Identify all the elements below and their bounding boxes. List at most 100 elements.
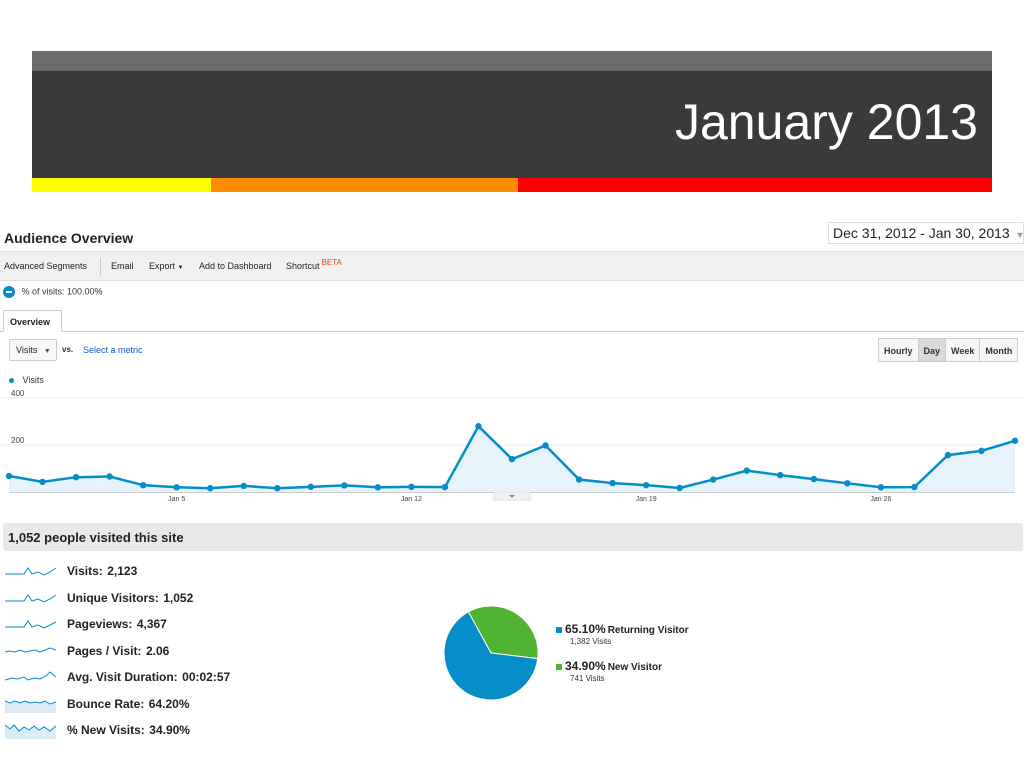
metric-select[interactable]: Visits ▼	[9, 339, 57, 361]
data-point[interactable]	[307, 483, 314, 491]
data-point[interactable]	[642, 481, 650, 489]
chevron-down-icon: ▼	[43, 348, 51, 355]
stat-label: Visits:	[67, 564, 103, 579]
day-button[interactable]: Day	[917, 338, 947, 362]
data-point[interactable]	[240, 482, 247, 490]
data-point[interactable]	[575, 476, 583, 483]
data-point[interactable]	[743, 467, 750, 474]
returning-count: 1,382 Visits	[570, 637, 612, 646]
date-range-picker[interactable]: Dec 31, 2012 - Jan 30, 2013 ▼	[828, 222, 1024, 244]
stats-list: Visits: 2,123 Unique Visitors: 1,052 Pagev…	[4, 558, 304, 744]
stat-label: Avg. Visit Duration:	[67, 670, 178, 685]
stat-row: Bounce Rate: 64.20%	[4, 691, 304, 718]
data-point[interactable]	[274, 485, 281, 492]
date-range-label: Dec 31, 2012 - Jan 30, 2013	[833, 225, 1010, 241]
stat-label: Pageviews:	[67, 617, 133, 632]
data-point[interactable]	[911, 483, 918, 491]
data-point[interactable]	[5, 472, 13, 480]
data-point[interactable]	[810, 475, 817, 483]
stat-value: 64.20%	[148, 696, 190, 711]
data-point[interactable]	[72, 473, 80, 481]
sparkline-icon	[5, 593, 57, 603]
data-point[interactable]	[139, 481, 147, 489]
stat-row: % New Visits: 34.90%	[4, 717, 304, 744]
data-point[interactable]	[710, 476, 717, 483]
data-point[interactable]	[676, 484, 683, 492]
pie-slice[interactable]	[467, 605, 539, 660]
y-tick-label: 200	[11, 436, 25, 445]
tab-overview[interactable]: Overview	[3, 310, 62, 332]
data-point[interactable]	[877, 484, 885, 491]
stat-label: Unique Visitors:	[67, 590, 159, 605]
data-point[interactable]	[475, 423, 482, 430]
stat-value: 2,123	[107, 564, 138, 579]
stat-value: 4,367	[136, 617, 167, 632]
data-point[interactable]	[1011, 437, 1019, 444]
chevron-down-icon: ▼	[1015, 230, 1024, 240]
week-button[interactable]: Week	[945, 338, 981, 362]
data-point[interactable]	[609, 479, 616, 487]
x-tick-label: Jan 19	[636, 496, 657, 503]
visitor-pie-chart[interactable]	[440, 604, 542, 706]
export-button[interactable]: Export ▼	[149, 261, 183, 271]
slide-title: January 2013	[674, 94, 978, 150]
stat-row: Visits: 2,123	[4, 558, 304, 585]
data-point[interactable]	[341, 482, 348, 489]
data-point[interactable]	[978, 447, 985, 455]
month-button[interactable]: Month	[979, 338, 1019, 362]
tab-divider	[0, 331, 1024, 332]
advanced-segments-button[interactable]: Advanced Segments	[4, 261, 88, 271]
legend-dot-icon	[9, 378, 14, 384]
report-toolbar: Advanced Segments Email Export ▼ Add to …	[0, 251, 1024, 281]
shortcut-label: Shortcut	[286, 261, 320, 271]
x-tick-label: Jan 5	[168, 496, 185, 503]
data-point[interactable]	[173, 484, 180, 491]
header-main-band	[32, 71, 992, 178]
new-label: New Visitor	[607, 662, 662, 673]
metric-select-value: Visits	[16, 345, 38, 355]
x-tick-label: Jan 12	[401, 496, 422, 503]
toolbar-divider	[100, 258, 101, 276]
hourly-button[interactable]: Hourly	[878, 338, 919, 362]
stat-row: Pageviews: 4,367	[4, 611, 304, 638]
data-point[interactable]	[39, 478, 46, 486]
data-point[interactable]	[944, 451, 952, 459]
vs-label: vs.	[62, 345, 74, 354]
email-button[interactable]: Email	[111, 261, 134, 271]
data-point[interactable]	[508, 455, 516, 463]
data-point[interactable]	[408, 483, 415, 491]
data-point[interactable]	[777, 471, 784, 479]
summary-heading: 1,052 people visited this site	[3, 523, 1023, 551]
add-to-dashboard-button[interactable]: Add to Dashboard	[199, 261, 272, 271]
data-point[interactable]	[441, 483, 449, 491]
stat-value: 2.06	[145, 643, 170, 658]
sparkline-icon	[4, 647, 57, 653]
pie-legend-new: 34.90% New Visitor 741 Visits	[556, 659, 662, 683]
legend-swatch-icon	[556, 627, 562, 634]
new-pct: 34.90%	[565, 659, 606, 673]
y-tick-label: 400	[11, 389, 25, 398]
chevron-down-icon	[509, 495, 515, 498]
stripe-orange	[211, 178, 518, 192]
returning-pct: 65.10%	[565, 622, 606, 636]
data-point[interactable]	[106, 473, 113, 480]
visits-line-chart[interactable]: 400 200 Jan 5 Jan 12 Jan 19 Jan 26	[0, 388, 1024, 515]
stat-label: Bounce Rate:	[67, 696, 145, 711]
sparkline-icon	[5, 620, 57, 629]
pie-slice[interactable]	[443, 611, 539, 701]
data-point[interactable]	[542, 442, 549, 449]
data-point[interactable]	[374, 484, 382, 491]
stat-value: 34.90%	[149, 723, 190, 738]
data-point[interactable]	[207, 485, 214, 492]
segment-toggle-icon[interactable]	[3, 286, 15, 298]
chart-legend: Visits	[9, 375, 44, 385]
granularity-buttons: Hourly Day Week Month	[878, 338, 1019, 362]
data-point[interactable]	[844, 480, 851, 487]
stat-row: Unique Visitors: 1,052	[4, 585, 304, 612]
shortcut-button[interactable]: Shortcut BETA	[286, 258, 342, 271]
segment-label: % of visits: 100.00%	[21, 286, 103, 297]
export-label: Export	[149, 261, 176, 271]
select-metric-link[interactable]: Select a metric	[83, 345, 143, 355]
beta-badge: BETA	[321, 258, 342, 267]
sparkline-icon	[4, 724, 57, 740]
